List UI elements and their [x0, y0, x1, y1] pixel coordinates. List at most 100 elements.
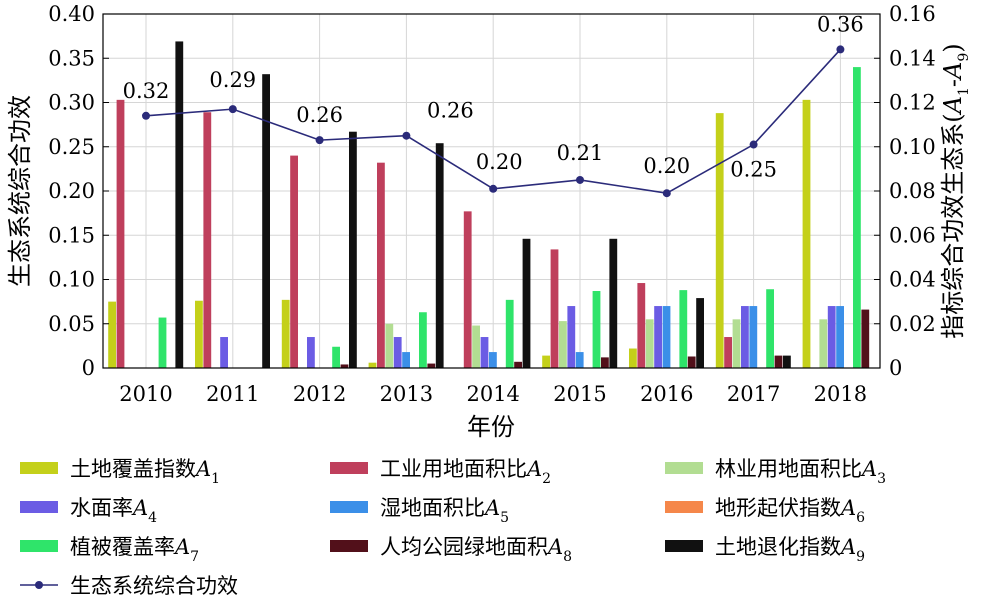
efficacy-point-2018 — [836, 45, 845, 54]
bar-7-2015 — [592, 291, 601, 368]
bar-7-2014 — [505, 299, 514, 368]
y-tick-label: 0.15 — [48, 223, 95, 247]
efficacy-point-2015 — [576, 175, 584, 184]
x-tick-label: 2015 — [553, 382, 606, 406]
bar-4-2012 — [307, 337, 315, 368]
legend-label: 林业用地面积比A3 — [715, 457, 886, 487]
y2-axis-title: 指标综合功效生态系(A1-A9) — [939, 43, 972, 338]
bar-2-2016 — [637, 283, 646, 368]
bar-7-2010 — [158, 317, 167, 368]
bar-4-2011 — [220, 337, 228, 368]
bar-8-2015 — [601, 357, 609, 368]
y-tick-label: 0.25 — [48, 135, 95, 159]
bar-7-2017 — [766, 289, 774, 368]
legend-swatch-5 — [330, 501, 368, 513]
y2-tick-label: 0.16 — [889, 2, 936, 26]
bar-7-2016 — [679, 290, 688, 368]
bar-1-2012 — [281, 299, 290, 368]
bar-1-2017 — [715, 113, 724, 369]
bar-7-2013 — [419, 312, 427, 368]
efficacy-point-2016 — [662, 189, 671, 198]
bar-3-2018 — [819, 319, 828, 368]
y-tick-label: 0.30 — [48, 91, 95, 115]
y-tick-label: 0.20 — [48, 179, 95, 203]
legend-label: 土地退化指数A9 — [715, 535, 865, 565]
y-tick-label: 0.10 — [48, 268, 95, 292]
y2-tick-label: 0.12 — [889, 91, 936, 115]
y-tick-label: 0.35 — [48, 46, 95, 70]
y2-tick-label: 0.08 — [889, 179, 936, 203]
bar-3-2015 — [559, 321, 567, 368]
bar-4-2014 — [480, 337, 489, 368]
x-tick-label: 2010 — [119, 382, 172, 406]
legend-label: 工业用地面积比A2 — [380, 457, 551, 487]
bar-8-2017 — [774, 355, 783, 368]
bar-9-2016 — [696, 298, 704, 368]
left-axis-ticks: 0 0.05 0.10 0.15 0.20 0.25 0.30 0.35 0.40 — [48, 2, 109, 380]
legend-swatch-8 — [330, 540, 368, 552]
x-tick-label: 2013 — [380, 382, 433, 406]
bar-8-2012 — [340, 364, 349, 368]
y2-tick-label: 0.14 — [889, 46, 936, 70]
bar-8-2013 — [427, 363, 436, 368]
x-tick-label: 2016 — [640, 382, 693, 406]
efficacy-label-2011: 0.29 — [209, 68, 256, 92]
bar-9-2015 — [609, 238, 618, 368]
efficacy-label-2010: 0.32 — [123, 79, 170, 103]
right-axis-ticks: 0 0.02 0.04 0.06 0.08 0.10 0.12 0.14 0.16 — [874, 2, 936, 380]
bar-7-2012 — [332, 346, 340, 368]
bar-1-2010 — [108, 301, 116, 368]
legend-swatch-2 — [330, 462, 368, 474]
x-tick-label: 2012 — [293, 382, 346, 406]
bar-1-2013 — [368, 362, 377, 368]
legend-label: 生态系统综合功效 — [70, 574, 238, 598]
efficacy-point-2012 — [315, 136, 324, 145]
bar-8-2018 — [861, 309, 870, 368]
efficacy-label-2016: 0.20 — [643, 154, 690, 178]
legend-label: 地形起伏指数A6 — [715, 496, 865, 526]
legend-swatch-1 — [20, 462, 58, 474]
efficacy-label-2015: 0.21 — [557, 141, 604, 165]
bar-1-2011 — [195, 300, 203, 368]
bar-9-2013 — [435, 143, 444, 368]
legend-swatch-3 — [665, 462, 703, 474]
x-axis-ticks: 2010 2011 2012 2013 2014 2015 2016 2017 2018 — [119, 382, 867, 406]
y2-tick-label: 0.02 — [889, 312, 936, 336]
y-tick-label: 0.05 — [48, 312, 95, 336]
y-tick-label: 0.40 — [48, 2, 95, 26]
efficacy-label-2012: 0.26 — [296, 103, 343, 127]
bar-2-2013 — [377, 162, 385, 368]
bar-5-2013 — [402, 352, 410, 368]
bar-3-2013 — [385, 323, 394, 368]
legend-swatch-4 — [20, 501, 58, 513]
bar-4-2013 — [393, 337, 402, 368]
bar-2-2017 — [724, 337, 732, 368]
efficacy-point-2014 — [489, 184, 498, 193]
y2-tick-label: 0 — [889, 356, 902, 380]
bar-9-2010 — [175, 41, 184, 369]
bar-5-2014 — [489, 352, 497, 368]
efficacy-label-2013: 0.26 — [427, 99, 474, 123]
efficacy-point-2013 — [402, 131, 411, 140]
legend-line-marker — [35, 581, 43, 589]
x-axis-title: 年份 — [467, 413, 515, 441]
bar-5-2018 — [836, 306, 844, 368]
bar-3-2016 — [645, 319, 654, 368]
legend-swatch-6 — [665, 501, 703, 513]
y2-tick-label: 0.04 — [889, 268, 936, 292]
bar-8-2014 — [514, 361, 522, 368]
bar-4-2016 — [654, 306, 662, 368]
x-tick-label: 2014 — [466, 382, 519, 406]
legend: 土地覆盖指数A1 工业用地面积比A2 林业用地面积比A3 水面率A4 湿地面积比A5 地形… — [20, 457, 886, 598]
x-tick-label: 2017 — [727, 382, 780, 406]
legend-label: 人均公园绿地面积A8 — [380, 535, 572, 565]
y-tick-label: 0 — [82, 356, 95, 380]
legend-swatch-9 — [665, 540, 703, 552]
bar-3-2014 — [472, 325, 480, 368]
bar-4-2017 — [741, 306, 749, 368]
bar-9-2012 — [349, 131, 357, 368]
bar-2-2011 — [203, 112, 212, 368]
bar-2-2014 — [463, 211, 472, 368]
bar-2-2015 — [550, 249, 559, 368]
